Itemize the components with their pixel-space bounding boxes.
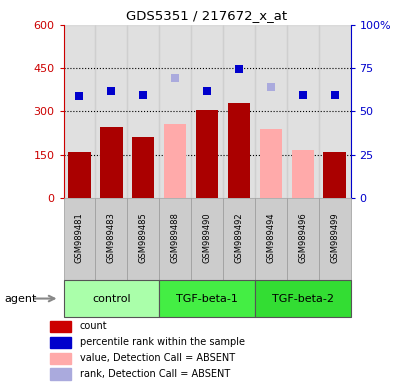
Text: GSM989496: GSM989496 bbox=[297, 212, 306, 263]
Bar bbox=[318, 25, 350, 198]
Bar bbox=[132, 137, 154, 198]
Bar bbox=[50, 369, 70, 380]
Bar bbox=[159, 25, 191, 198]
Text: agent: agent bbox=[4, 293, 36, 304]
Bar bbox=[95, 198, 127, 280]
Bar bbox=[50, 353, 70, 364]
Bar bbox=[196, 110, 218, 198]
Bar bbox=[63, 25, 95, 198]
Text: percentile rank within the sample: percentile rank within the sample bbox=[79, 337, 244, 347]
Bar bbox=[95, 25, 127, 198]
Bar bbox=[159, 198, 191, 280]
Bar bbox=[127, 198, 159, 280]
Bar bbox=[100, 127, 122, 198]
Bar bbox=[259, 129, 281, 198]
Text: GSM989494: GSM989494 bbox=[266, 212, 275, 263]
Bar bbox=[191, 25, 222, 198]
Bar bbox=[291, 150, 313, 198]
Bar bbox=[222, 198, 254, 280]
Text: GSM989481: GSM989481 bbox=[75, 212, 84, 263]
Text: count: count bbox=[79, 321, 107, 331]
Bar bbox=[254, 198, 286, 280]
Text: GSM989492: GSM989492 bbox=[234, 212, 243, 263]
Text: TGF-beta-2: TGF-beta-2 bbox=[271, 293, 333, 304]
Text: control: control bbox=[92, 293, 130, 304]
Bar bbox=[63, 280, 159, 317]
Title: GDS5351 / 217672_x_at: GDS5351 / 217672_x_at bbox=[126, 9, 287, 22]
Text: GSM989485: GSM989485 bbox=[138, 212, 147, 263]
Bar bbox=[68, 152, 90, 198]
Bar bbox=[63, 198, 95, 280]
Text: GSM989488: GSM989488 bbox=[170, 212, 179, 263]
Bar bbox=[191, 198, 222, 280]
Bar bbox=[286, 198, 318, 280]
Bar bbox=[291, 150, 313, 198]
Bar bbox=[164, 124, 186, 198]
Bar bbox=[222, 25, 254, 198]
Text: rank, Detection Call = ABSENT: rank, Detection Call = ABSENT bbox=[79, 369, 229, 379]
Bar bbox=[286, 25, 318, 198]
Text: GSM989499: GSM989499 bbox=[329, 212, 338, 263]
Text: TGF-beta-1: TGF-beta-1 bbox=[176, 293, 237, 304]
Bar bbox=[159, 280, 254, 317]
Bar bbox=[254, 25, 286, 198]
Bar bbox=[323, 152, 345, 198]
Bar bbox=[318, 198, 350, 280]
Bar bbox=[50, 321, 70, 333]
Bar bbox=[254, 280, 350, 317]
Text: value, Detection Call = ABSENT: value, Detection Call = ABSENT bbox=[79, 353, 234, 363]
Text: GSM989490: GSM989490 bbox=[202, 212, 211, 263]
Bar bbox=[50, 337, 70, 348]
Bar bbox=[127, 25, 159, 198]
Text: GSM989483: GSM989483 bbox=[107, 212, 116, 263]
Bar bbox=[227, 103, 249, 198]
